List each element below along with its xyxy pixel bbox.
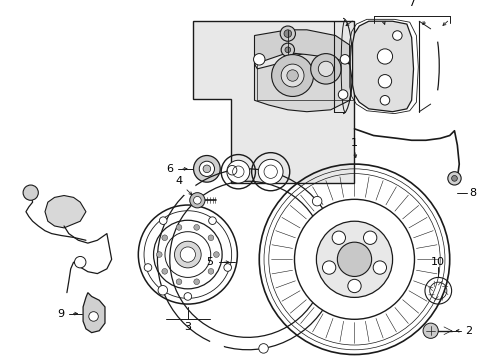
Circle shape — [159, 217, 167, 225]
Circle shape — [23, 185, 38, 200]
Circle shape — [322, 261, 335, 274]
Circle shape — [392, 31, 401, 40]
Circle shape — [227, 166, 236, 175]
Circle shape — [176, 279, 182, 284]
Circle shape — [286, 70, 298, 81]
Circle shape — [377, 49, 392, 64]
Text: 6: 6 — [166, 164, 173, 174]
Polygon shape — [83, 293, 105, 333]
Circle shape — [447, 172, 460, 185]
Circle shape — [338, 90, 347, 99]
Text: 10: 10 — [430, 257, 445, 267]
Circle shape — [284, 30, 291, 37]
Circle shape — [294, 199, 414, 319]
Circle shape — [258, 159, 283, 184]
Text: 8: 8 — [468, 188, 475, 198]
Circle shape — [162, 235, 167, 240]
Polygon shape — [192, 21, 354, 183]
Text: 2: 2 — [464, 326, 471, 336]
Circle shape — [372, 261, 386, 274]
Circle shape — [285, 47, 290, 53]
Text: 7: 7 — [407, 0, 414, 8]
Circle shape — [193, 197, 201, 204]
Text: 3: 3 — [184, 322, 191, 332]
Circle shape — [422, 323, 437, 338]
Circle shape — [208, 338, 224, 354]
Circle shape — [337, 242, 371, 276]
Circle shape — [193, 279, 199, 284]
Circle shape — [271, 55, 313, 96]
Circle shape — [340, 55, 349, 64]
Circle shape — [224, 264, 231, 271]
Circle shape — [316, 221, 392, 297]
Polygon shape — [352, 21, 413, 112]
Circle shape — [363, 231, 376, 244]
Circle shape — [310, 54, 341, 84]
Circle shape — [158, 285, 167, 295]
Circle shape — [280, 26, 295, 41]
Circle shape — [378, 75, 391, 88]
Text: 1: 1 — [350, 138, 357, 148]
Circle shape — [281, 43, 294, 57]
Circle shape — [74, 256, 86, 268]
Circle shape — [89, 312, 98, 321]
Circle shape — [180, 247, 195, 262]
Circle shape — [176, 225, 182, 230]
Text: 4: 4 — [175, 176, 183, 186]
Circle shape — [174, 241, 201, 268]
Circle shape — [208, 217, 216, 225]
Circle shape — [199, 161, 214, 176]
Circle shape — [208, 235, 213, 240]
Circle shape — [253, 54, 264, 65]
Circle shape — [144, 264, 151, 271]
Circle shape — [193, 156, 220, 182]
Polygon shape — [254, 53, 352, 112]
Text: 5: 5 — [206, 257, 213, 267]
Circle shape — [380, 95, 389, 105]
Circle shape — [156, 252, 162, 257]
Circle shape — [258, 344, 268, 353]
Circle shape — [331, 231, 345, 244]
Circle shape — [312, 197, 321, 206]
Circle shape — [189, 193, 204, 208]
Text: 9: 9 — [57, 309, 64, 319]
Circle shape — [203, 165, 210, 173]
Circle shape — [183, 293, 191, 300]
Polygon shape — [45, 195, 86, 228]
Circle shape — [213, 252, 219, 257]
Circle shape — [226, 160, 249, 183]
Circle shape — [162, 269, 167, 274]
Circle shape — [193, 225, 199, 230]
Circle shape — [281, 64, 304, 87]
Polygon shape — [254, 30, 349, 64]
Circle shape — [208, 269, 213, 274]
Circle shape — [181, 181, 196, 196]
Circle shape — [347, 279, 361, 293]
Circle shape — [451, 176, 456, 181]
Circle shape — [318, 61, 333, 76]
